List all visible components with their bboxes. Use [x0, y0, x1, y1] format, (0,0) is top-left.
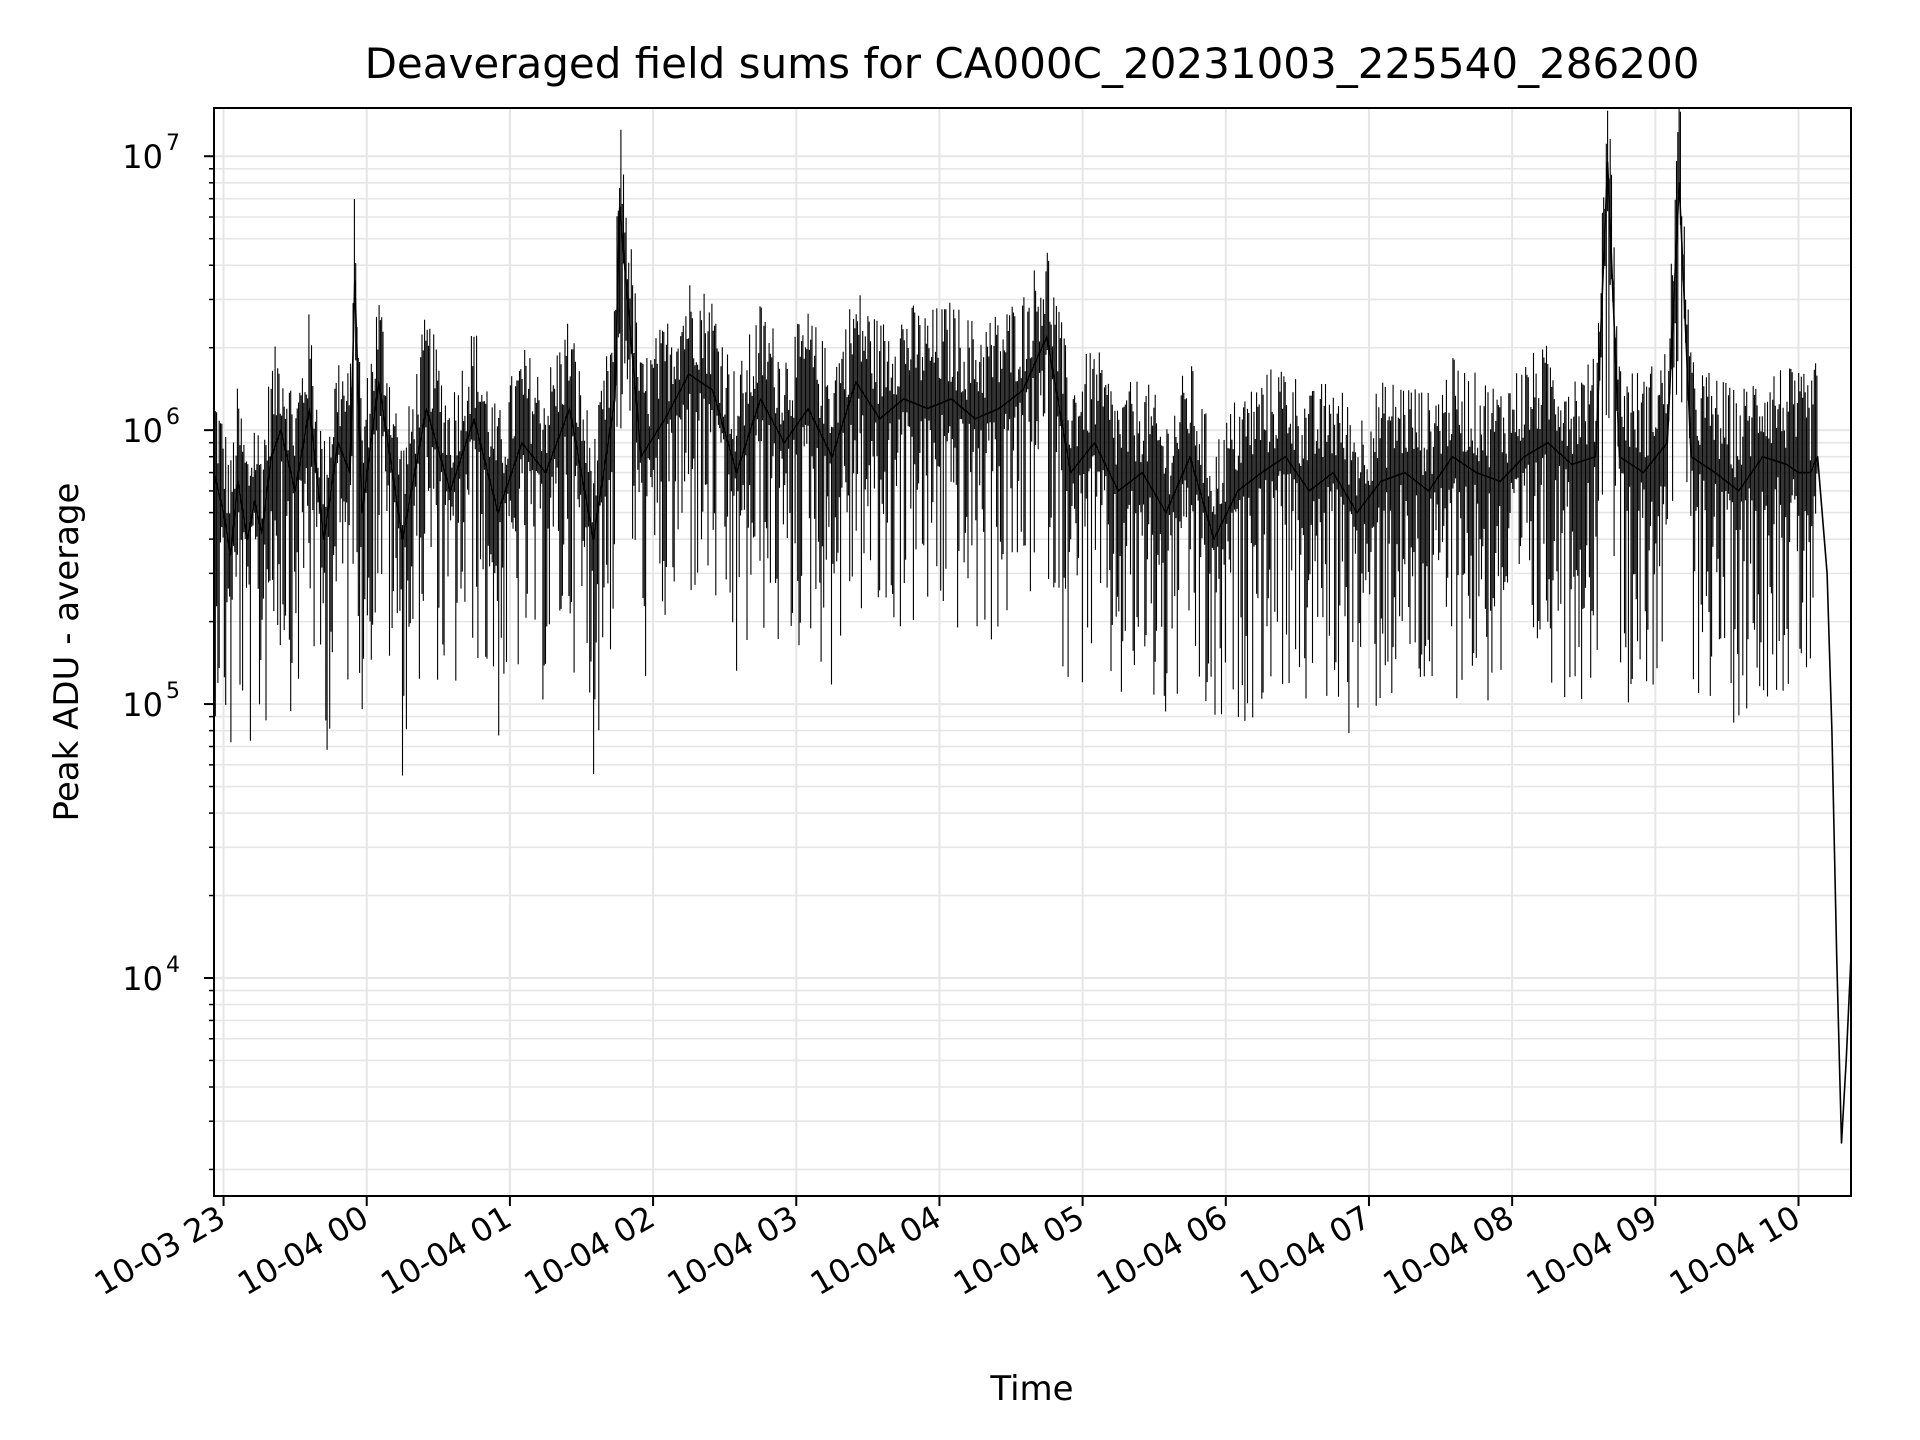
y-tick-base: 10 — [122, 960, 163, 998]
y-tick-base: 10 — [122, 138, 163, 176]
series-layer — [214, 161, 1851, 1144]
series-noise-band — [214, 108, 1818, 776]
y-tick-exponent: 6 — [166, 405, 180, 430]
y-tick-base: 10 — [122, 412, 163, 450]
y-axis-label: Peak ADU - average — [47, 483, 87, 822]
plot-frame — [213, 107, 1852, 1197]
y-tick-base: 10 — [122, 686, 163, 724]
y-tick-exponent: 5 — [166, 679, 180, 704]
chart-title: Deaveraged field sums for CA000C_2023100… — [365, 39, 1700, 88]
y-tick-label: 10 5 — [122, 679, 180, 724]
series-line — [214, 161, 1851, 1144]
y-tick-label: 10 4 — [122, 953, 180, 998]
y-tick-label: 10 6 — [122, 405, 180, 450]
y-tick-exponent: 4 — [166, 953, 180, 978]
spike-layer — [214, 108, 1818, 776]
y-tick-exponent: 7 — [166, 131, 180, 156]
y-tick-label: 10 7 — [122, 131, 180, 176]
x-axis-label: Time — [989, 1369, 1073, 1409]
